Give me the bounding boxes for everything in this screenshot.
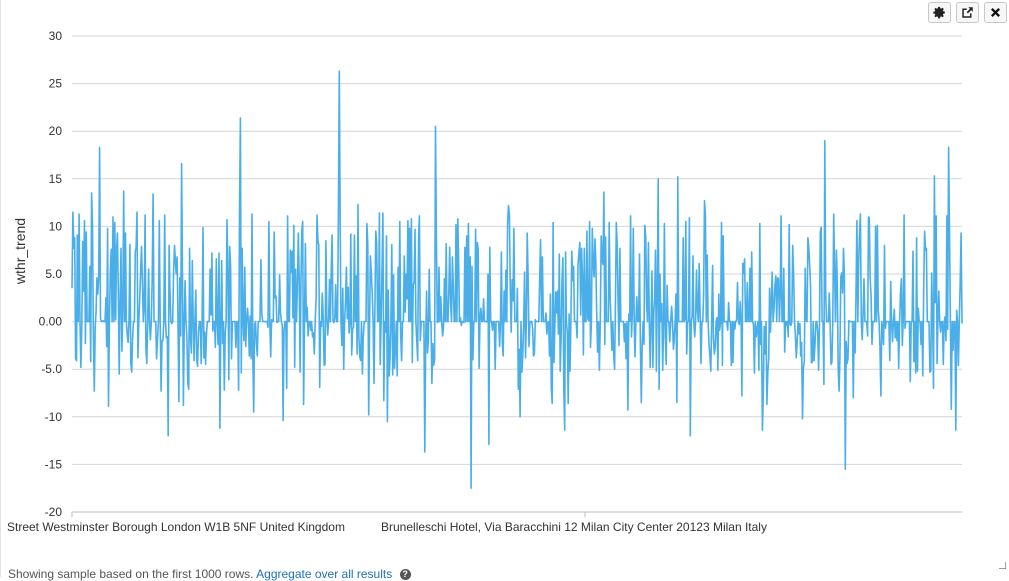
sample-note: Showing sample based on the first 1000 r… — [8, 567, 254, 581]
y-tick-label: 0.00 — [39, 315, 63, 329]
y-tick-label: -10 — [45, 410, 63, 424]
close-button[interactable] — [984, 2, 1007, 23]
y-axis-label: wthr_trend — [12, 218, 28, 285]
open-external-button[interactable] — [956, 2, 979, 23]
close-icon — [990, 7, 1001, 18]
y-tick-label: 15 — [49, 172, 63, 186]
y-tick-label: 10 — [49, 219, 63, 233]
help-icon[interactable]: ? — [399, 569, 411, 581]
y-tick-label: 30 — [49, 29, 63, 43]
y-tick-label: -20 — [45, 505, 63, 519]
y-tick-label: -5.0 — [41, 362, 62, 376]
resize-grip-icon — [999, 562, 1007, 570]
y-tick-label: -15 — [45, 457, 63, 471]
gridlines — [72, 35, 962, 513]
y-axis-ticks: -20 -15 -10 -5.0 0.00 5.0 10 15 20 25 30 — [39, 29, 63, 519]
external-link-icon — [961, 6, 974, 19]
settings-button[interactable] — [928, 2, 951, 23]
resize-handle[interactable] — [999, 556, 1007, 574]
panel-border — [0, 0, 1, 577]
aggregate-link[interactable]: Aggregate over all results — [256, 567, 393, 581]
x-tick-label: Brunelleschi Hotel, Via Baracchini 12 Mi… — [381, 520, 767, 534]
chart-footer: Showing sample based on the first 1000 r… — [8, 567, 411, 581]
gear-icon — [933, 6, 946, 19]
x-axis: Street Westminster Borough London W1B 5N… — [7, 511, 962, 534]
series-line-wthr-trend — [71, 70, 963, 489]
x-tick-label: Street Westminster Borough London W1B 5N… — [7, 520, 345, 534]
y-tick-label: 20 — [49, 124, 63, 138]
y-tick-label: 5.0 — [45, 267, 62, 281]
x-tick-labels: Street Westminster Borough London W1B 5N… — [7, 520, 767, 534]
chart-toolbar — [928, 2, 1007, 23]
y-tick-label: 25 — [49, 77, 63, 91]
